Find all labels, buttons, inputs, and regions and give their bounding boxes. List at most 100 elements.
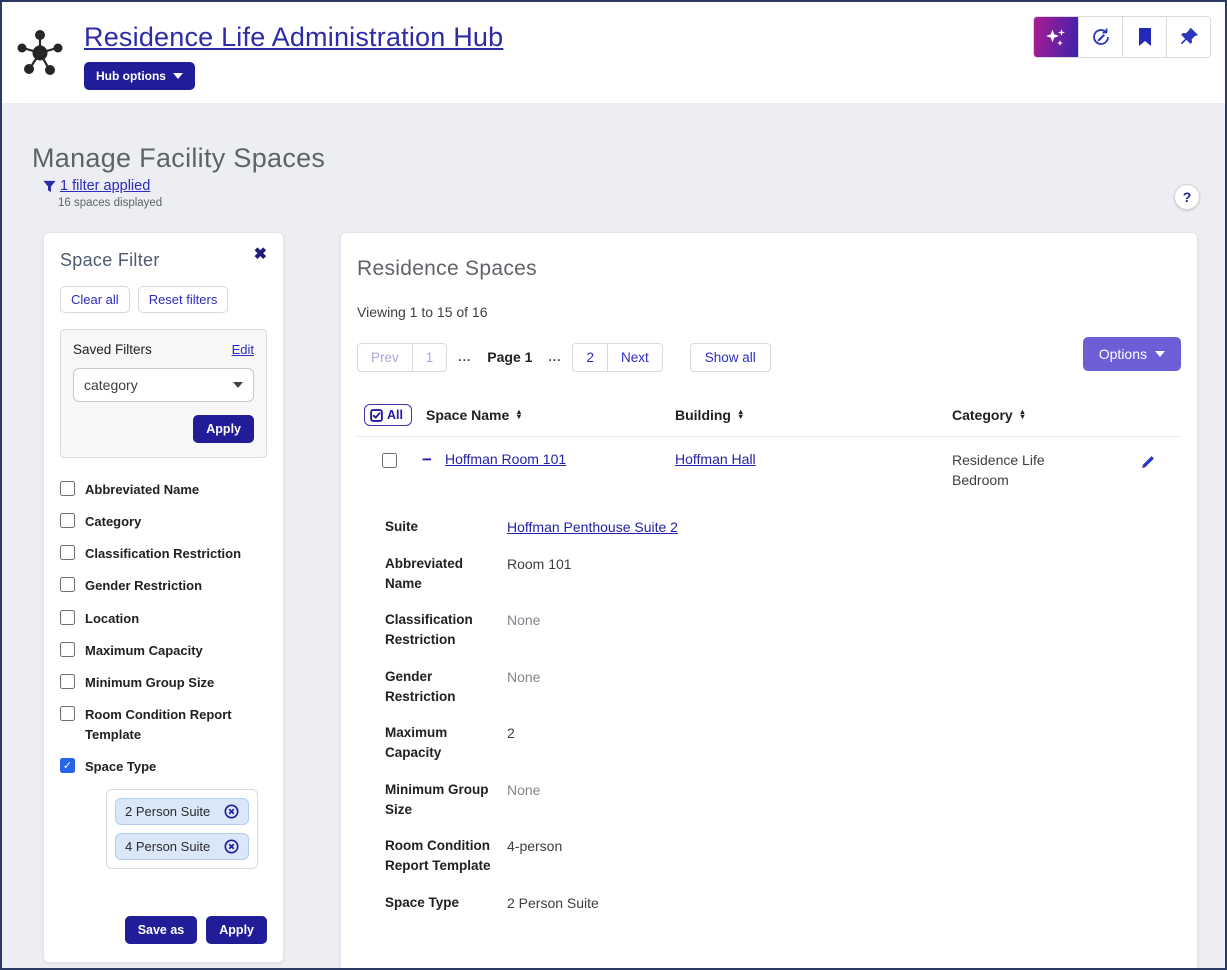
detail-minimum-group-size: Minimum Group Size None bbox=[385, 781, 541, 817]
filter-applied-line: 1 filter applied bbox=[42, 178, 1198, 194]
options-button[interactable]: Options bbox=[1082, 337, 1181, 371]
help-button[interactable]: ? bbox=[1174, 184, 1200, 210]
filter-checkbox-room-condition-report-template[interactable]: Room Condition Report Template bbox=[60, 705, 267, 745]
pagination-group-left: Prev 1 bbox=[357, 342, 448, 372]
filter-checkbox-space-type[interactable]: ✓ Space Type bbox=[60, 757, 267, 777]
pin-button[interactable] bbox=[1166, 17, 1210, 57]
edit-row-button[interactable] bbox=[1102, 450, 1181, 474]
page-title: Manage Facility Spaces bbox=[32, 143, 326, 173]
show-all-button[interactable]: Show all bbox=[689, 342, 771, 372]
hub-options-button[interactable]: Hub options bbox=[84, 62, 195, 90]
current-page-label: Page 1 bbox=[487, 349, 533, 365]
select-all-checkbox-icon bbox=[370, 408, 383, 422]
filter-funnel-icon bbox=[43, 180, 56, 192]
ai-sparkle-button[interactable] bbox=[1034, 17, 1078, 57]
sort-icon[interactable]: ▲ ▼ bbox=[1018, 407, 1027, 421]
suite-link[interactable]: Hoffman Penthouse Suite 2 bbox=[507, 518, 678, 535]
spaces-table: All Space Name ▲ ▼ Building ▲ ▼ Category bbox=[357, 404, 1181, 968]
hub-title-link[interactable]: Residence Life Administration Hub bbox=[84, 22, 504, 52]
checkbox-icon[interactable] bbox=[60, 577, 75, 593]
column-header-space-name[interactable]: Space Name ▲ ▼ bbox=[426, 407, 523, 423]
prev-page-button[interactable]: Prev bbox=[358, 343, 413, 371]
top-bar: Residence Life Administration Hub Hub op… bbox=[2, 2, 1225, 103]
filter-applied-link[interactable]: 1 filter applied bbox=[60, 178, 151, 194]
reset-filters-button[interactable]: Reset filters bbox=[137, 286, 229, 313]
space-name-link[interactable]: Hoffman Room 101 bbox=[445, 451, 567, 467]
bookmark-button[interactable] bbox=[1122, 17, 1166, 57]
pagination-group-right: 2 Next bbox=[572, 342, 663, 372]
building-link[interactable]: Hoffman Hall bbox=[675, 451, 756, 467]
close-icon[interactable]: ✖ bbox=[253, 246, 267, 263]
remove-chip-icon[interactable] bbox=[224, 839, 239, 854]
page-2-button[interactable]: 2 bbox=[573, 343, 608, 371]
row-details: Suite Hoffman Penthouse Suite 2 Abbrevia… bbox=[357, 503, 1181, 968]
checkbox-icon[interactable] bbox=[60, 609, 75, 625]
saved-filters-apply-button[interactable]: Apply bbox=[193, 415, 254, 443]
saved-filters-box: Saved Filters Edit category Apply bbox=[60, 329, 267, 458]
table-toolbar: Prev 1 ... Page 1 ... 2 Next Show all Op… bbox=[357, 337, 1181, 377]
remove-chip-icon[interactable] bbox=[224, 804, 239, 819]
refresh-edit-button[interactable] bbox=[1078, 17, 1122, 57]
main-content: Manage Facility Spaces 1 filter applied … bbox=[2, 143, 1225, 968]
detail-abbreviated-name: Abbreviated Name Room 101 bbox=[385, 555, 572, 591]
space-type-chips-box: 2 Person Suite 4 Person Suite bbox=[106, 789, 258, 870]
checkbox-icon[interactable] bbox=[60, 481, 75, 496]
filter-checkbox-gender-restriction[interactable]: Gender Restriction bbox=[60, 576, 267, 596]
chip-4-person-suite: 4 Person Suite bbox=[115, 833, 249, 861]
filter-checkbox-classification-restriction[interactable]: Classification Restriction bbox=[60, 544, 267, 564]
chip-2-person-suite: 2 Person Suite bbox=[115, 798, 249, 826]
next-page-button[interactable]: Next bbox=[607, 343, 662, 371]
collapse-row-icon[interactable]: − bbox=[422, 450, 432, 469]
bookmark-icon bbox=[1138, 28, 1151, 46]
hub-logo-icon bbox=[17, 30, 63, 75]
checkbox-icon[interactable] bbox=[60, 673, 75, 689]
column-header-building[interactable]: Building ▲ ▼ bbox=[675, 407, 745, 423]
filter-checkbox-location[interactable]: Location bbox=[60, 609, 267, 629]
page-1-button[interactable]: 1 bbox=[412, 343, 447, 371]
filter-apply-button[interactable]: Apply bbox=[206, 916, 267, 945]
category-value: Residence Life Bedroom bbox=[952, 452, 1045, 489]
detail-space-type: Space Type 2 Person Suite bbox=[385, 894, 599, 911]
residence-spaces-title: Residence Spaces bbox=[357, 257, 537, 280]
row-checkbox[interactable] bbox=[382, 453, 397, 468]
checkbox-icon[interactable] bbox=[60, 705, 75, 721]
viewing-text: Viewing 1 to 15 of 16 bbox=[357, 304, 488, 320]
sparkle-icon bbox=[1046, 29, 1065, 46]
refresh-edit-icon bbox=[1092, 28, 1109, 45]
options-label: Options bbox=[1098, 346, 1147, 362]
column-header-category[interactable]: Category ▲ ▼ bbox=[952, 407, 1027, 423]
hub-options-label: Hub options bbox=[96, 69, 166, 83]
checkbox-icon[interactable] bbox=[60, 513, 75, 529]
checkbox-icon[interactable] bbox=[60, 641, 75, 657]
saved-filters-label: Saved Filters bbox=[73, 342, 152, 357]
detail-gender-restriction: Gender Restriction None bbox=[385, 668, 541, 704]
residence-spaces-panel: Residence Spaces Viewing 1 to 15 of 16 P… bbox=[340, 232, 1198, 968]
space-filter-panel: Space Filter ✖ Clear all Reset filters S… bbox=[43, 232, 284, 964]
filter-checkbox-minimum-group-size[interactable]: Minimum Group Size bbox=[60, 673, 267, 693]
checkbox-checked-icon[interactable]: ✓ bbox=[60, 758, 75, 774]
caret-down-icon bbox=[172, 73, 183, 79]
select-all-button[interactable]: All bbox=[364, 404, 412, 426]
clear-all-button[interactable]: Clear all bbox=[60, 286, 130, 313]
filter-checkbox-maximum-capacity[interactable]: Maximum Capacity bbox=[60, 641, 267, 661]
filter-checkbox-abbreviated-name[interactable]: Abbreviated Name bbox=[60, 480, 267, 500]
table-header-row: All Space Name ▲ ▼ Building ▲ ▼ Category bbox=[357, 404, 1181, 437]
table-row: − Hoffman Room 101 Hoffman Hall Residenc… bbox=[357, 437, 1181, 503]
spaces-displayed-text: 16 spaces displayed bbox=[58, 197, 163, 209]
save-as-button[interactable]: Save as bbox=[124, 916, 198, 945]
detail-suite: Suite Hoffman Penthouse Suite 2 bbox=[385, 517, 1181, 538]
title-block: Residence Life Administration Hub Hub op… bbox=[84, 12, 503, 103]
detail-room-condition-report-template: Room Condition Report Template 4-person bbox=[385, 838, 563, 874]
detail-maximum-capacity: Maximum Capacity 2 bbox=[385, 725, 515, 761]
pin-icon bbox=[1180, 28, 1198, 45]
saved-filters-edit-link[interactable]: Edit bbox=[231, 342, 254, 357]
topbar-action-group bbox=[1033, 16, 1211, 58]
sort-icon[interactable]: ▲ ▼ bbox=[737, 407, 745, 421]
sort-icon[interactable]: ▲ ▼ bbox=[515, 407, 523, 421]
checkbox-icon[interactable] bbox=[60, 545, 75, 561]
detail-classification-restriction: Classification Restriction None bbox=[385, 612, 541, 648]
saved-filters-select[interactable]: category bbox=[73, 368, 254, 402]
pagination-ellipsis: ... bbox=[548, 350, 562, 364]
filter-checkbox-category[interactable]: Category bbox=[60, 512, 267, 532]
